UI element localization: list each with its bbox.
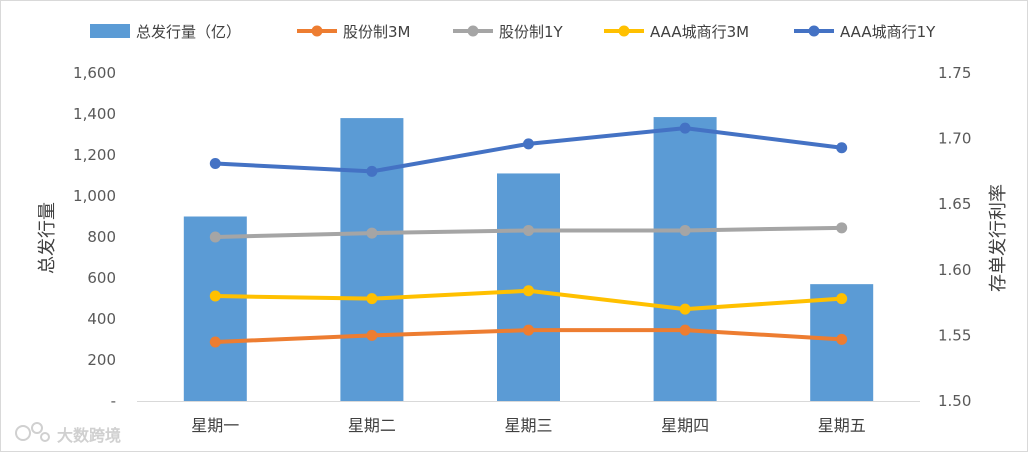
data-point <box>366 293 378 305</box>
data-point <box>209 290 221 302</box>
right-tick-label: 1.75 <box>938 64 971 82</box>
x-axis: 星期一 星期二 星期三 星期四 星期五 <box>137 401 920 435</box>
legend-swatch <box>90 24 130 38</box>
data-point <box>836 333 848 345</box>
legend-label: AAA城商行1Y <box>840 23 936 41</box>
left-tick-label: 1,200 <box>73 146 116 164</box>
legend-marker <box>618 25 630 37</box>
line-series <box>209 285 848 315</box>
data-point <box>836 142 848 154</box>
data-point <box>366 165 378 177</box>
left-axis-title: 总发行量 <box>37 202 58 274</box>
line-series <box>209 122 848 177</box>
left-tick-label: 1,400 <box>73 105 116 123</box>
line-series <box>209 222 848 243</box>
right-tick-label: 1.70 <box>938 130 971 148</box>
data-point <box>209 336 221 348</box>
right-tick-label: 1.60 <box>938 261 971 279</box>
data-point <box>523 138 534 150</box>
watermark-logo-icon <box>15 422 50 442</box>
data-point <box>366 227 378 239</box>
left-tick-label: 400 <box>87 310 116 328</box>
left-tick-label: 1,000 <box>73 187 116 205</box>
left-tick-label: 200 <box>87 351 116 369</box>
data-point <box>679 122 691 134</box>
data-point <box>679 303 691 315</box>
legend-marker <box>467 25 479 37</box>
right-axis-title: 存单发行利率 <box>988 184 1009 292</box>
data-point <box>836 293 848 305</box>
bar <box>340 118 404 401</box>
bar <box>183 216 247 401</box>
right-axis: 1.50 1.55 1.60 1.65 1.70 1.75 <box>938 64 971 410</box>
legend-item: 股份制1Y <box>453 23 564 41</box>
legend-item: AAA城商行1Y <box>794 23 936 41</box>
line-series-group <box>209 122 848 348</box>
data-point <box>836 222 848 234</box>
category-label: 星期二 <box>348 416 396 435</box>
category-label: 星期四 <box>661 416 709 435</box>
category-label: 星期五 <box>818 416 866 435</box>
left-tick-label: - <box>111 392 116 410</box>
category-label: 星期三 <box>504 416 552 435</box>
series-line <box>215 126 842 174</box>
legend-item: 股份制3M <box>297 23 411 41</box>
right-tick-label: 1.55 <box>938 326 971 344</box>
left-tick-label: 800 <box>87 228 116 246</box>
bar <box>653 117 717 401</box>
right-tick-label: 1.50 <box>938 392 971 410</box>
left-tick-label: 600 <box>87 269 116 287</box>
data-point <box>523 285 534 297</box>
left-tick-label: 1,600 <box>73 64 116 82</box>
data-point <box>209 158 221 170</box>
data-point <box>523 224 534 236</box>
legend-label: 总发行量（亿） <box>136 23 241 41</box>
bar-series <box>183 117 874 401</box>
category-label: 星期一 <box>191 416 239 435</box>
legend-label: 股份制1Y <box>499 23 564 41</box>
legend-item: 总发行量（亿） <box>90 23 241 41</box>
data-point <box>679 224 691 236</box>
legend-item: AAA城商行3M <box>604 23 749 41</box>
left-axis: - 200 400 600 800 1,000 1,200 1,400 1,600 <box>73 64 116 410</box>
legend: 总发行量（亿） 股份制3M 股份制1Y AAA城商行3M AAA城商行1Y <box>90 23 936 41</box>
line-series <box>209 324 848 348</box>
legend-label: AAA城商行3M <box>650 23 749 41</box>
watermark: 大数跨境 <box>15 422 121 445</box>
data-point <box>209 231 221 243</box>
data-point <box>366 329 378 341</box>
data-point <box>679 324 691 336</box>
legend-marker <box>311 25 323 37</box>
right-tick-label: 1.65 <box>938 195 971 213</box>
data-point <box>523 324 534 336</box>
watermark-text: 大数跨境 <box>57 426 121 445</box>
legend-label: 股份制3M <box>343 23 411 41</box>
legend-marker <box>808 25 820 37</box>
